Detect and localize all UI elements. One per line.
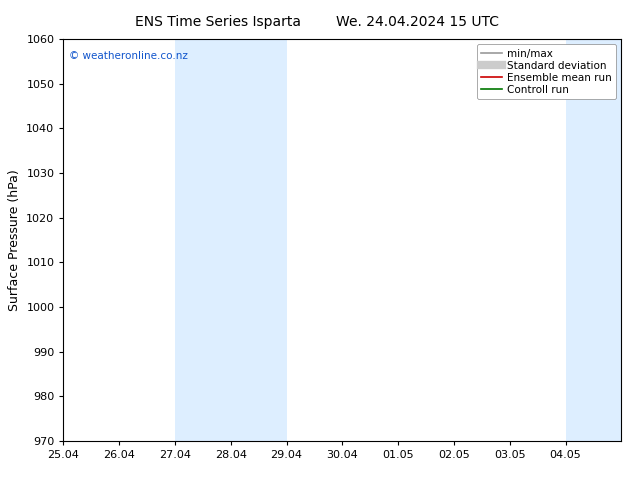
Text: © weatheronline.co.nz: © weatheronline.co.nz xyxy=(69,51,188,61)
Bar xyxy=(566,39,621,441)
Legend: min/max, Standard deviation, Ensemble mean run, Controll run: min/max, Standard deviation, Ensemble me… xyxy=(477,45,616,99)
Text: ENS Time Series Isparta        We. 24.04.2024 15 UTC: ENS Time Series Isparta We. 24.04.2024 1… xyxy=(135,15,499,29)
Bar xyxy=(175,39,287,441)
Y-axis label: Surface Pressure (hPa): Surface Pressure (hPa) xyxy=(8,169,21,311)
